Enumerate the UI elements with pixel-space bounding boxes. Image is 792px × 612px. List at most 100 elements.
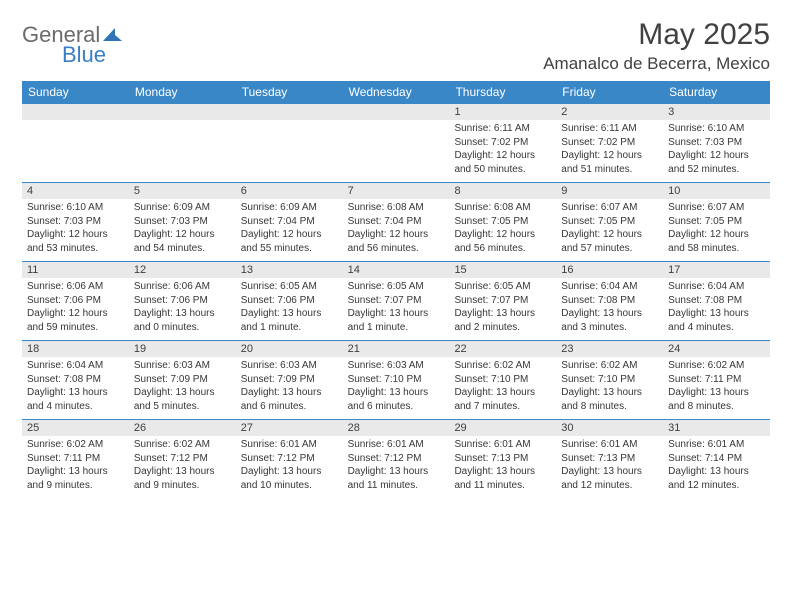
day-number: 14 <box>343 262 450 278</box>
sunrise-text: Sunrise: 6:01 AM <box>561 438 658 452</box>
day-info: Sunrise: 6:04 AMSunset: 7:08 PMDaylight:… <box>663 278 770 338</box>
day-info: Sunrise: 6:02 AMSunset: 7:11 PMDaylight:… <box>663 357 770 417</box>
day-info: Sunrise: 6:01 AMSunset: 7:13 PMDaylight:… <box>449 436 556 496</box>
calendar-day: 24Sunrise: 6:02 AMSunset: 7:11 PMDayligh… <box>663 341 770 419</box>
calendar-day: 15Sunrise: 6:05 AMSunset: 7:07 PMDayligh… <box>449 262 556 340</box>
day-number: 8 <box>449 183 556 199</box>
calendar-day: 18Sunrise: 6:04 AMSunset: 7:08 PMDayligh… <box>22 341 129 419</box>
sunset-text: Sunset: 7:04 PM <box>348 215 445 229</box>
daylight-text: Daylight: 13 hours and 11 minutes. <box>454 465 551 492</box>
day-info: Sunrise: 6:01 AMSunset: 7:12 PMDaylight:… <box>236 436 343 496</box>
sunrise-text: Sunrise: 6:07 AM <box>561 201 658 215</box>
sunrise-text: Sunrise: 6:05 AM <box>454 280 551 294</box>
day-info: Sunrise: 6:02 AMSunset: 7:12 PMDaylight:… <box>129 436 236 496</box>
sunset-text: Sunset: 7:13 PM <box>454 452 551 466</box>
sunset-text: Sunset: 7:12 PM <box>134 452 231 466</box>
day-info: Sunrise: 6:10 AMSunset: 7:03 PMDaylight:… <box>22 199 129 259</box>
calendar-day: 28Sunrise: 6:01 AMSunset: 7:12 PMDayligh… <box>343 420 450 498</box>
day-number: 28 <box>343 420 450 436</box>
day-number: 26 <box>129 420 236 436</box>
day-number: 12 <box>129 262 236 278</box>
day-info: Sunrise: 6:08 AMSunset: 7:05 PMDaylight:… <box>449 199 556 259</box>
sunrise-text: Sunrise: 6:07 AM <box>668 201 765 215</box>
sunrise-text: Sunrise: 6:02 AM <box>454 359 551 373</box>
daylight-text: Daylight: 13 hours and 9 minutes. <box>134 465 231 492</box>
day-number: 18 <box>22 341 129 357</box>
day-info: Sunrise: 6:01 AMSunset: 7:14 PMDaylight:… <box>663 436 770 496</box>
calendar-day-empty <box>22 104 129 182</box>
sunset-text: Sunset: 7:07 PM <box>348 294 445 308</box>
day-info: Sunrise: 6:05 AMSunset: 7:07 PMDaylight:… <box>449 278 556 338</box>
weekday-header: Saturday <box>663 81 770 103</box>
day-info: Sunrise: 6:09 AMSunset: 7:04 PMDaylight:… <box>236 199 343 259</box>
day-number: 22 <box>449 341 556 357</box>
sunset-text: Sunset: 7:08 PM <box>27 373 124 387</box>
day-number: 25 <box>22 420 129 436</box>
daylight-text: Daylight: 13 hours and 12 minutes. <box>668 465 765 492</box>
calendar-day: 21Sunrise: 6:03 AMSunset: 7:10 PMDayligh… <box>343 341 450 419</box>
sunset-text: Sunset: 7:13 PM <box>561 452 658 466</box>
day-info: Sunrise: 6:02 AMSunset: 7:11 PMDaylight:… <box>22 436 129 496</box>
day-info: Sunrise: 6:01 AMSunset: 7:12 PMDaylight:… <box>343 436 450 496</box>
calendar-week: 25Sunrise: 6:02 AMSunset: 7:11 PMDayligh… <box>22 419 770 498</box>
sunrise-text: Sunrise: 6:03 AM <box>348 359 445 373</box>
sunset-text: Sunset: 7:06 PM <box>134 294 231 308</box>
daylight-text: Daylight: 13 hours and 2 minutes. <box>454 307 551 334</box>
calendar-day: 14Sunrise: 6:05 AMSunset: 7:07 PMDayligh… <box>343 262 450 340</box>
day-number: 5 <box>129 183 236 199</box>
day-number: 31 <box>663 420 770 436</box>
sunrise-text: Sunrise: 6:09 AM <box>241 201 338 215</box>
weekday-header-row: SundayMondayTuesdayWednesdayThursdayFrid… <box>22 81 770 103</box>
sunrise-text: Sunrise: 6:01 AM <box>668 438 765 452</box>
sunset-text: Sunset: 7:11 PM <box>27 452 124 466</box>
calendar-day: 31Sunrise: 6:01 AMSunset: 7:14 PMDayligh… <box>663 420 770 498</box>
weekday-header: Sunday <box>22 81 129 103</box>
calendar-day: 22Sunrise: 6:02 AMSunset: 7:10 PMDayligh… <box>449 341 556 419</box>
sunset-text: Sunset: 7:11 PM <box>668 373 765 387</box>
daylight-text: Daylight: 12 hours and 52 minutes. <box>668 149 765 176</box>
day-info: Sunrise: 6:05 AMSunset: 7:06 PMDaylight:… <box>236 278 343 338</box>
daylight-text: Daylight: 12 hours and 55 minutes. <box>241 228 338 255</box>
day-number: 2 <box>556 104 663 120</box>
day-info: Sunrise: 6:04 AMSunset: 7:08 PMDaylight:… <box>22 357 129 417</box>
sunrise-text: Sunrise: 6:03 AM <box>241 359 338 373</box>
day-info: Sunrise: 6:03 AMSunset: 7:09 PMDaylight:… <box>236 357 343 417</box>
calendar-day: 27Sunrise: 6:01 AMSunset: 7:12 PMDayligh… <box>236 420 343 498</box>
day-info: Sunrise: 6:03 AMSunset: 7:10 PMDaylight:… <box>343 357 450 417</box>
daylight-text: Daylight: 12 hours and 57 minutes. <box>561 228 658 255</box>
daylight-text: Daylight: 13 hours and 6 minutes. <box>241 386 338 413</box>
daylight-text: Daylight: 13 hours and 5 minutes. <box>134 386 231 413</box>
logo-text-blue: Blue <box>62 42 106 67</box>
sunrise-text: Sunrise: 6:02 AM <box>27 438 124 452</box>
day-number <box>236 104 343 120</box>
sunset-text: Sunset: 7:10 PM <box>348 373 445 387</box>
day-number <box>129 104 236 120</box>
day-number: 11 <box>22 262 129 278</box>
day-number: 1 <box>449 104 556 120</box>
sunrise-text: Sunrise: 6:09 AM <box>134 201 231 215</box>
sunset-text: Sunset: 7:06 PM <box>241 294 338 308</box>
sunset-text: Sunset: 7:05 PM <box>668 215 765 229</box>
daylight-text: Daylight: 12 hours and 56 minutes. <box>454 228 551 255</box>
sunset-text: Sunset: 7:05 PM <box>561 215 658 229</box>
sunset-text: Sunset: 7:12 PM <box>348 452 445 466</box>
calendar-day: 29Sunrise: 6:01 AMSunset: 7:13 PMDayligh… <box>449 420 556 498</box>
daylight-text: Daylight: 13 hours and 4 minutes. <box>668 307 765 334</box>
sunrise-text: Sunrise: 6:01 AM <box>454 438 551 452</box>
day-info: Sunrise: 6:09 AMSunset: 7:03 PMDaylight:… <box>129 199 236 259</box>
day-info: Sunrise: 6:05 AMSunset: 7:07 PMDaylight:… <box>343 278 450 338</box>
sunset-text: Sunset: 7:10 PM <box>561 373 658 387</box>
sunrise-text: Sunrise: 6:06 AM <box>27 280 124 294</box>
calendar-day: 25Sunrise: 6:02 AMSunset: 7:11 PMDayligh… <box>22 420 129 498</box>
day-info: Sunrise: 6:03 AMSunset: 7:09 PMDaylight:… <box>129 357 236 417</box>
day-info: Sunrise: 6:08 AMSunset: 7:04 PMDaylight:… <box>343 199 450 259</box>
calendar-day: 11Sunrise: 6:06 AMSunset: 7:06 PMDayligh… <box>22 262 129 340</box>
sunrise-text: Sunrise: 6:10 AM <box>668 122 765 136</box>
day-number: 6 <box>236 183 343 199</box>
daylight-text: Daylight: 13 hours and 4 minutes. <box>27 386 124 413</box>
day-number: 13 <box>236 262 343 278</box>
sunset-text: Sunset: 7:08 PM <box>561 294 658 308</box>
day-number: 15 <box>449 262 556 278</box>
day-info: Sunrise: 6:11 AMSunset: 7:02 PMDaylight:… <box>556 120 663 180</box>
sunset-text: Sunset: 7:02 PM <box>454 136 551 150</box>
